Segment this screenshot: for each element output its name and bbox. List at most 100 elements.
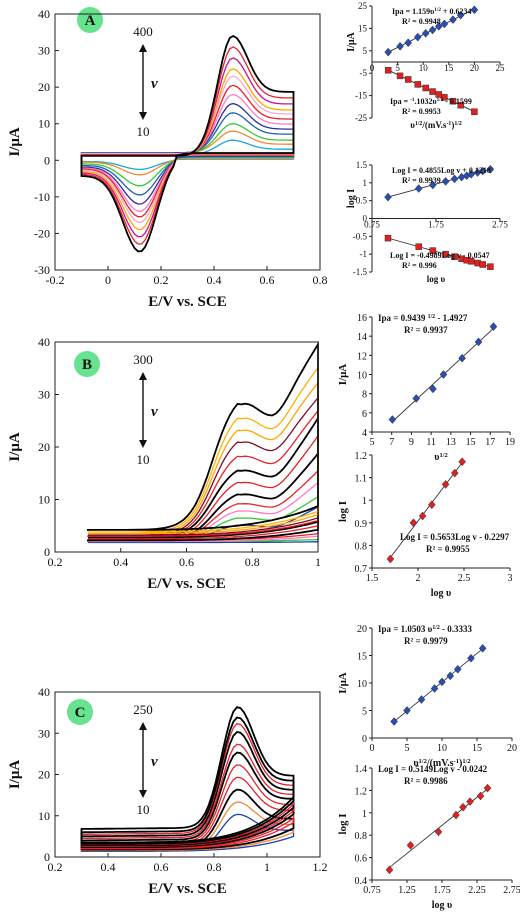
- y-tick-label: 25: [358, 1, 368, 11]
- label-part: Ipa = 0.9439: [378, 313, 428, 323]
- fit-equation-bottom: Log I = -0.4989Log v - 0.0547: [390, 251, 490, 260]
- label-part: 1/2: [419, 758, 427, 765]
- y-tick-label: 0.4: [355, 876, 368, 887]
- data-point: [434, 827, 443, 837]
- data-point: [386, 554, 395, 564]
- cv-series-10: [87, 365, 319, 533]
- cv-curve: [87, 365, 319, 533]
- y-tick-label: 15: [357, 652, 367, 663]
- y-tick-label: 1: [362, 809, 367, 820]
- series: [388, 322, 498, 424]
- x-tick-label: 1: [264, 860, 270, 874]
- x-tick-label: 2: [416, 573, 421, 584]
- label-part: - 1.4927: [435, 313, 468, 323]
- data-point: [428, 25, 437, 35]
- data-point: [457, 101, 464, 109]
- data-point: [428, 180, 437, 190]
- y-tick-label: 1.2: [355, 786, 368, 797]
- data-point: [404, 38, 413, 48]
- label-part: υ: [413, 758, 418, 769]
- y-tick-label: 1.5: [356, 160, 368, 170]
- cv-series-7: [80, 731, 295, 847]
- series-bottom: [384, 234, 494, 270]
- data-point: [403, 706, 411, 715]
- x-tick-label: 0.8: [313, 273, 328, 287]
- x-tick-label: 0.6: [179, 555, 194, 569]
- label-part: Log I = 0.5653Log v - 0.2297: [400, 532, 510, 542]
- y-tick-label: 40: [38, 335, 50, 349]
- cv-curve: [80, 102, 295, 205]
- label-part: Log I = 0.4855Log v + 0.1218: [392, 166, 491, 175]
- x-axis-title: E/V vs. SCE: [148, 294, 227, 310]
- data-point: [384, 234, 392, 242]
- fit-equation-top: Ipa = 1.159υ1/2 + 0.6234: [392, 7, 471, 16]
- cv-curve: [80, 34, 295, 253]
- y-tick-label: 6: [362, 409, 367, 420]
- y-tick-label: -5: [360, 68, 368, 78]
- x-tick-label: 1.5: [366, 573, 379, 584]
- data-point: [458, 457, 466, 467]
- x-tick-label: 20: [470, 63, 480, 73]
- y-tick-label: 0.5: [356, 196, 368, 206]
- cv-curve: [80, 68, 295, 231]
- y-tick-label: 0: [44, 153, 50, 167]
- y-tick-label: 0.8: [355, 831, 368, 842]
- data-point: [458, 353, 466, 363]
- x-tick-label: 0: [105, 273, 111, 287]
- y-tick-label: 14: [357, 332, 367, 343]
- label-part: log υ: [427, 274, 446, 284]
- data-point: [456, 10, 465, 20]
- x-tick-label: 10: [419, 63, 429, 73]
- cv-C-frame: [54, 691, 321, 858]
- y-tick-label: 40: [38, 685, 50, 699]
- cv-curve: [80, 706, 295, 844]
- data-point: [418, 511, 427, 521]
- x-tick-label: 0.75: [364, 220, 380, 230]
- data-point: [409, 518, 418, 528]
- fit-r2-top: R² = 0.9948: [402, 17, 441, 26]
- data-point: [471, 108, 478, 115]
- data-point: [474, 337, 483, 347]
- data-point: [388, 415, 397, 424]
- scan-rate-min: 10: [137, 452, 150, 467]
- panel-b-letter: B: [82, 357, 92, 373]
- y-tick-label: 30: [38, 726, 50, 740]
- data-point: [449, 15, 457, 25]
- panel-a-letter: A: [85, 13, 96, 29]
- data-point: [427, 500, 436, 510]
- data-point: [479, 261, 486, 268]
- x-tick-label: 3: [508, 573, 513, 584]
- panel-a-label: A: [77, 7, 103, 33]
- y-tick-label: -25: [355, 113, 367, 123]
- x-tick-label: 2.75: [492, 220, 508, 230]
- label-part: 1/2: [415, 121, 423, 127]
- scan-rate-min: 10: [137, 802, 150, 817]
- fit-equation: Ipa = 0.9439 1/2 - 1.4927: [378, 313, 468, 323]
- series-top: [384, 5, 479, 57]
- label-part: /(mV.s: [421, 120, 447, 130]
- data-point: [452, 810, 460, 820]
- scan-rate-max: 400: [133, 24, 153, 39]
- x-tick-label: 5: [405, 743, 410, 754]
- x-tick-label: 0.75: [363, 885, 381, 896]
- y-tick-label: 1.4: [355, 764, 368, 775]
- y-tick-label: 5: [362, 707, 367, 718]
- label-part: Ipa =: [390, 97, 410, 106]
- label-part: 1/2: [432, 625, 440, 631]
- scan-arrow-head-down: [139, 112, 147, 120]
- x-tick-label: -0.2: [46, 273, 65, 287]
- y-tick-label: 0.6: [355, 854, 368, 865]
- data-point: [483, 783, 492, 793]
- scan-rate-min: 10: [137, 124, 150, 139]
- data-point: [446, 671, 455, 681]
- x-tick-label: 2.75: [503, 885, 520, 896]
- y-tick-label: 0.8: [355, 541, 368, 552]
- x-tick-label: 0.2: [48, 860, 63, 874]
- label-part: - 0.3333: [440, 624, 473, 634]
- y-tick-label: 20: [38, 80, 50, 94]
- fit-r2-bottom: R² = 0.996: [402, 261, 437, 270]
- y-tick-label: 1.1: [355, 474, 368, 485]
- x-tick-label: 15: [466, 437, 476, 448]
- y-tick-label: -1: [360, 249, 368, 259]
- y-tick-label: 10: [357, 679, 367, 690]
